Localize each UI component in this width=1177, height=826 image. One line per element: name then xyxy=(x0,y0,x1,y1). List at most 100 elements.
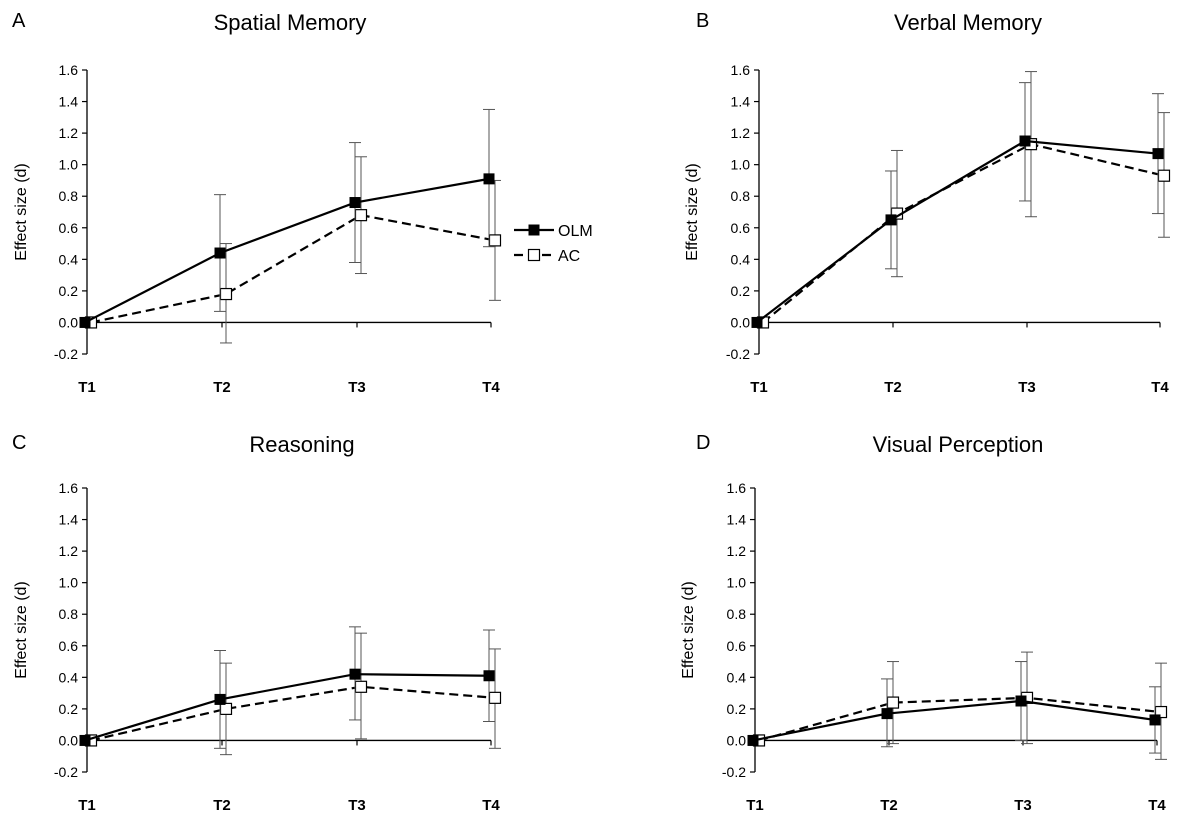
y-tick-label: -0.2 xyxy=(722,764,746,780)
x-tick-label: T1 xyxy=(750,379,768,396)
series-ac xyxy=(84,632,502,756)
x-tick-label: T2 xyxy=(213,797,231,814)
panel-letter: C xyxy=(12,432,26,454)
y-tick-label: 0.4 xyxy=(727,669,747,685)
x-tick-label: T4 xyxy=(482,797,500,814)
series-olm xyxy=(747,661,1161,754)
y-tick-label: 0.8 xyxy=(59,606,79,622)
series-line xyxy=(90,213,496,324)
y-tick-label: 0.6 xyxy=(731,220,751,236)
data-point xyxy=(747,734,759,746)
panel-title: Reasoning xyxy=(249,432,354,457)
series-line xyxy=(752,699,1156,742)
data-point xyxy=(79,316,91,328)
y-tick-label: 0.4 xyxy=(731,251,751,267)
panel-title: Verbal Memory xyxy=(894,10,1042,35)
x-tick-label: T2 xyxy=(213,379,231,396)
x-tick-label: T3 xyxy=(1018,379,1036,396)
series-line xyxy=(756,139,1159,324)
series-olm xyxy=(79,626,495,749)
y-tick-label: 1.4 xyxy=(731,94,751,110)
legend-label: AC xyxy=(558,248,580,265)
data-point xyxy=(214,247,226,259)
data-point xyxy=(483,173,495,185)
x-tick-label: T4 xyxy=(1148,797,1166,814)
data-point xyxy=(354,209,368,222)
data-point xyxy=(1015,695,1027,707)
y-tick-label: -0.2 xyxy=(54,346,78,362)
panel-b: B Verbal Memory -0.2 0.0 0.2 0.4 0.6 0.8 1.0 1.2 1… xyxy=(684,10,1171,396)
data-point xyxy=(219,702,233,715)
series-olm xyxy=(751,82,1164,328)
y-tick-label: 1.0 xyxy=(727,575,747,591)
y-tick-label: -0.2 xyxy=(54,764,78,780)
x-tick-label: T1 xyxy=(78,797,96,814)
x-tick-label: T3 xyxy=(348,379,366,396)
panel-title: Visual Perception xyxy=(873,432,1044,457)
y-tick-label: 1.2 xyxy=(59,125,79,141)
y-tick-label: 0.6 xyxy=(59,220,79,236)
y-tick-label: 0.2 xyxy=(59,283,79,299)
x-tick-label: T1 xyxy=(746,797,764,814)
x-tick-label: T1 xyxy=(78,379,96,396)
y-tick-label: 0.2 xyxy=(59,701,79,717)
y-tick-label: 1.0 xyxy=(59,157,79,173)
y-tick-label: 0.0 xyxy=(731,314,751,330)
data-point xyxy=(1157,169,1171,182)
x-tick-label: T4 xyxy=(482,379,500,396)
panel-letter: B xyxy=(696,10,709,32)
y-tick-label: 1.0 xyxy=(59,575,79,591)
data-point xyxy=(488,234,502,247)
y-tick-label: 0.4 xyxy=(59,669,79,685)
y-tick-label: 1.6 xyxy=(59,62,79,78)
legend: OLM AC xyxy=(514,223,593,265)
y-tick-label: 1.4 xyxy=(727,512,747,528)
panel-d: D Visual Perception -0.2 0.0 0.2 0.4 0.6 0.8 1.0… xyxy=(680,432,1168,814)
y-tick-label: 1.0 xyxy=(731,157,751,173)
x-tick-label: T3 xyxy=(348,797,366,814)
x-tick-label: T2 xyxy=(880,797,898,814)
data-point xyxy=(488,691,502,704)
legend-item-olm: OLM xyxy=(514,223,593,240)
data-point xyxy=(349,668,361,680)
data-point xyxy=(1152,148,1164,160)
series-line xyxy=(84,177,490,324)
data-point xyxy=(214,693,226,705)
y-tick-label: 0.0 xyxy=(59,314,79,330)
series-line xyxy=(90,685,496,742)
legend-label: OLM xyxy=(558,223,593,240)
y-tick-label: -0.2 xyxy=(726,346,750,362)
data-point xyxy=(885,214,897,226)
y-tick-label: 0.2 xyxy=(731,283,751,299)
x-tick-label: T3 xyxy=(1014,797,1032,814)
y-tick-label: 1.2 xyxy=(731,125,751,141)
data-point xyxy=(79,734,91,746)
series-olm xyxy=(79,108,495,328)
y-tick-label: 0.0 xyxy=(727,732,747,748)
y-axis-label: Effect size (d) xyxy=(684,163,701,261)
y-tick-label: 0.8 xyxy=(59,188,79,204)
legend-marker xyxy=(527,248,541,262)
series-line xyxy=(762,142,1165,324)
y-tick-label: 1.6 xyxy=(727,480,747,496)
data-point xyxy=(1149,714,1161,726)
legend-item-ac: AC xyxy=(514,248,580,265)
y-tick-label: 1.2 xyxy=(727,543,747,559)
panel-c: C Reasoning -0.2 0.0 0.2 0.4 0.6 0.8 1.0 1.2 1.4 1.… xyxy=(12,432,502,814)
data-point xyxy=(483,670,495,682)
y-tick-label: 0.4 xyxy=(59,251,79,267)
y-tick-label: 1.2 xyxy=(59,543,79,559)
y-tick-label: 1.4 xyxy=(59,94,79,110)
y-tick-label: 0.6 xyxy=(727,638,747,654)
y-tick-label: 0.6 xyxy=(59,638,79,654)
data-point xyxy=(751,316,763,328)
series-line xyxy=(84,673,490,742)
y-axis-label: Effect size (d) xyxy=(13,163,30,261)
panel-title: Spatial Memory xyxy=(214,10,367,35)
data-point xyxy=(219,287,233,301)
panel-letter: A xyxy=(12,10,26,32)
data-point xyxy=(1019,135,1031,147)
data-point xyxy=(354,680,368,693)
